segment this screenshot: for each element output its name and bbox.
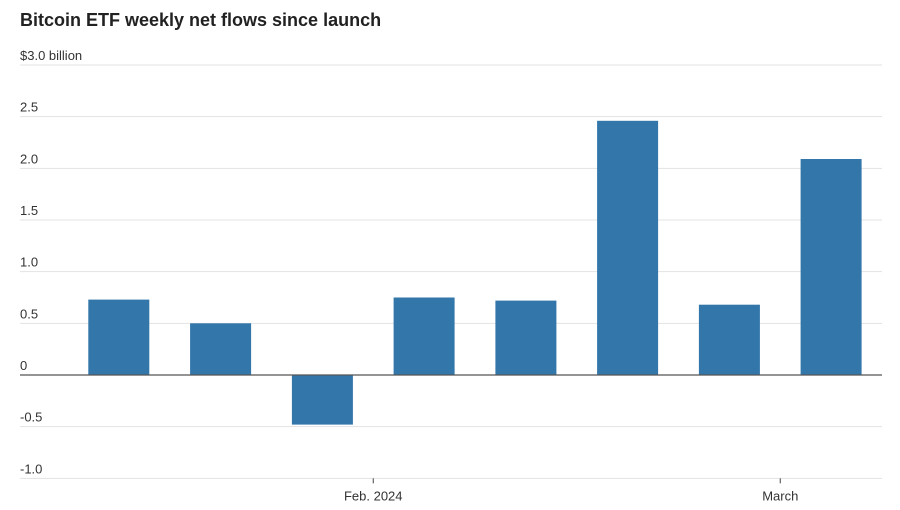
- bars: [88, 120, 862, 425]
- bar: [393, 297, 455, 375]
- x-tick-label: Feb. 2024: [344, 488, 403, 503]
- y-tick-label: $3.0 billion: [20, 48, 82, 63]
- bar: [190, 323, 252, 375]
- x-axis: Feb. 2024 March: [344, 478, 798, 503]
- y-tick-label: -0.5: [20, 410, 42, 425]
- y-tick-label: 0: [20, 358, 27, 373]
- chart-title: Bitcoin ETF weekly net flows since launc…: [20, 10, 382, 30]
- y-tick-label: -1.0: [20, 461, 42, 476]
- y-tick-label: 1.5: [20, 203, 38, 218]
- x-tick-label: March: [762, 488, 798, 503]
- bar: [291, 375, 353, 425]
- y-tick-label: 2.5: [20, 100, 38, 115]
- y-axis-labels: $3.0 billion 2.5 2.0 1.5 1.0 0.5 0 -0.5 -1.0: [20, 48, 82, 476]
- bar: [495, 300, 557, 375]
- y-tick-label: 1.0: [20, 255, 38, 270]
- bar: [800, 159, 862, 375]
- bar: [698, 304, 760, 375]
- gridlines: [20, 64, 882, 479]
- y-tick-label: 0.5: [20, 306, 38, 321]
- bar: [597, 120, 659, 375]
- bar: [88, 299, 150, 375]
- y-tick-label: 2.0: [20, 151, 38, 166]
